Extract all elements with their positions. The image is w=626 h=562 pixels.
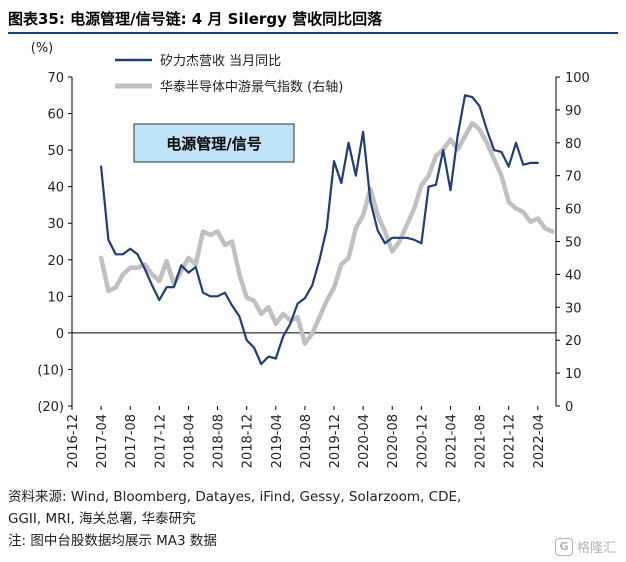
annotation-box: 电源管理/信号 <box>133 123 295 163</box>
left-axis-unit: (%) <box>31 41 54 56</box>
line-chart: 706050403020100(10)(20)10090807060504030… <box>31 41 590 468</box>
x-tick-label: 2017-12 <box>153 414 168 468</box>
right-tick-label: 20 <box>565 334 582 349</box>
title-underline <box>8 32 618 34</box>
series-line-silergy-yoy <box>99 94 539 366</box>
watermark-text: 格隆汇 <box>576 541 616 556</box>
annotation-label: 电源管理/信号 <box>166 135 261 153</box>
source-note: 资料来源: Wind, Bloomberg, Datayes, iFind, G… <box>8 486 598 552</box>
x-tick-label: 2016-12 <box>66 414 81 468</box>
left-tick-label: 50 <box>47 144 64 159</box>
left-tick-label: 20 <box>47 254 64 269</box>
left-tick-label: 0 <box>56 327 64 342</box>
x-tick-label: 2021-12 <box>503 414 518 468</box>
left-tick-label: 10 <box>47 290 64 305</box>
x-tick-label: 2021-04 <box>444 414 459 468</box>
x-tick-label: 2019-08 <box>299 414 314 468</box>
watermark: G 格隆汇 <box>554 537 616 556</box>
left-tick-label: (10) <box>37 363 64 378</box>
left-tick-label: 70 <box>47 71 64 86</box>
x-tick-label: 2020-12 <box>415 414 430 468</box>
x-tick-label: 2019-04 <box>270 414 285 468</box>
chart-legend: 矽力杰营收 当月同比 华泰半导体中游景气指数 (右轴) <box>115 54 343 95</box>
left-tick-label: 40 <box>47 181 64 196</box>
right-tick-label: 10 <box>565 367 582 382</box>
x-tick-label: 2017-04 <box>95 414 110 468</box>
legend-label-series-1: 矽力杰营收 当月同比 <box>160 54 281 69</box>
watermark-logo-icon: G <box>554 537 573 556</box>
footnote: 注: 图中台股数据均展示 MA3 数据 <box>8 533 217 549</box>
right-tick-label: 0 <box>565 400 573 415</box>
legend-label-series-2: 华泰半导体中游景气指数 (右轴) <box>160 79 343 95</box>
chart-axes: 706050403020100(10)(20)10090807060504030… <box>37 71 590 468</box>
right-tick-label: 40 <box>565 268 582 283</box>
x-tick-label: 2021-08 <box>474 414 489 468</box>
x-tick-label: 2018-12 <box>241 414 256 468</box>
right-tick-label: 80 <box>565 137 582 152</box>
right-tick-label: 100 <box>565 71 590 86</box>
x-tick-label: 2018-04 <box>182 414 197 468</box>
right-tick-label: 50 <box>565 236 582 251</box>
x-tick-label: 2022-04 <box>532 414 547 468</box>
figure-title: 图表35: 电源管理/信号链: 4 月 Silergy 营收同比回落 <box>8 6 618 34</box>
chart-series <box>98 94 555 366</box>
x-tick-label: 2018-08 <box>212 414 227 468</box>
left-tick-label: 30 <box>47 217 64 232</box>
source-line-2: GGII, MRI, 海关总署, 华泰研究 <box>8 511 196 527</box>
x-tick-label: 2017-08 <box>124 414 139 468</box>
left-tick-label: (20) <box>37 400 64 415</box>
source-line-1: 资料来源: Wind, Bloomberg, Datayes, iFind, G… <box>8 489 462 505</box>
right-tick-label: 30 <box>565 301 582 316</box>
x-tick-label: 2019-12 <box>328 414 343 468</box>
x-tick-label: 2020-08 <box>386 414 401 468</box>
right-tick-label: 60 <box>565 203 582 218</box>
x-tick-label: 2020-04 <box>357 414 372 468</box>
right-tick-label: 70 <box>565 170 582 185</box>
right-tick-label: 90 <box>565 104 582 119</box>
left-tick-label: 60 <box>47 108 64 123</box>
